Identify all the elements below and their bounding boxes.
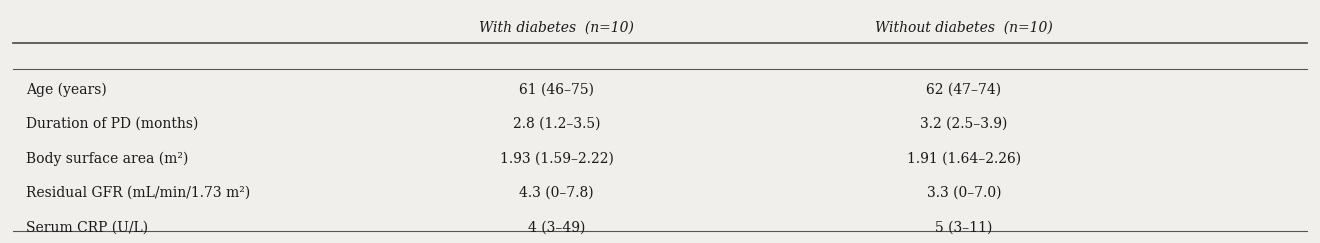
Text: Serum CRP (U/L): Serum CRP (U/L) <box>26 220 148 234</box>
Text: Duration of PD (months): Duration of PD (months) <box>26 117 198 131</box>
Text: 1.91 (1.64–2.26): 1.91 (1.64–2.26) <box>907 151 1022 165</box>
Text: 3.3 (0–7.0): 3.3 (0–7.0) <box>927 186 1002 200</box>
Text: Without diabetes  (n=10): Without diabetes (n=10) <box>875 20 1053 35</box>
Text: 2.8 (1.2–3.5): 2.8 (1.2–3.5) <box>512 117 601 131</box>
Text: 62 (47–74): 62 (47–74) <box>927 82 1002 96</box>
Text: 61 (46–75): 61 (46–75) <box>519 82 594 96</box>
Text: 1.93 (1.59–2.22): 1.93 (1.59–2.22) <box>499 151 614 165</box>
Text: With diabetes  (n=10): With diabetes (n=10) <box>479 20 634 35</box>
Text: 4 (3–49): 4 (3–49) <box>528 220 585 234</box>
Text: Residual GFR (mL/min/1.73 m²): Residual GFR (mL/min/1.73 m²) <box>26 186 251 200</box>
Text: 3.2 (2.5–3.9): 3.2 (2.5–3.9) <box>920 117 1007 131</box>
Text: Body surface area (m²): Body surface area (m²) <box>26 151 189 166</box>
Text: Age (years): Age (years) <box>26 82 107 96</box>
Text: 5 (3–11): 5 (3–11) <box>936 220 993 234</box>
Text: 4.3 (0–7.8): 4.3 (0–7.8) <box>519 186 594 200</box>
